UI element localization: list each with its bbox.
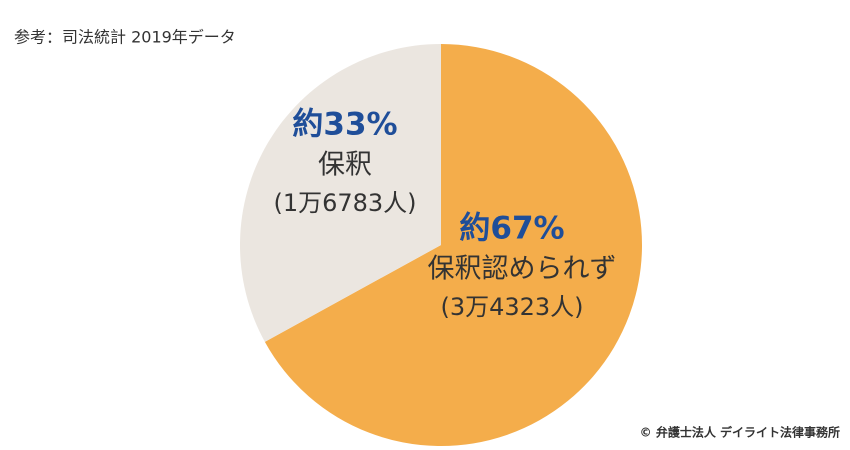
source-note: 参考：司法統計 2019年データ bbox=[14, 28, 236, 47]
count-label: (1万6783人) bbox=[273, 189, 416, 217]
category-label: 保釈 bbox=[318, 150, 372, 181]
category-label: 保釈認められず bbox=[428, 254, 617, 285]
count-label: (3万4323人) bbox=[440, 293, 583, 321]
pie-slice bbox=[264, 44, 642, 446]
value-label: 約67% bbox=[459, 211, 564, 247]
pie-slice bbox=[240, 44, 441, 342]
credit: © 弁護士法人 デイライト法律事務所 bbox=[640, 425, 840, 440]
pie bbox=[240, 44, 642, 446]
value-label: 約33% bbox=[292, 107, 397, 143]
